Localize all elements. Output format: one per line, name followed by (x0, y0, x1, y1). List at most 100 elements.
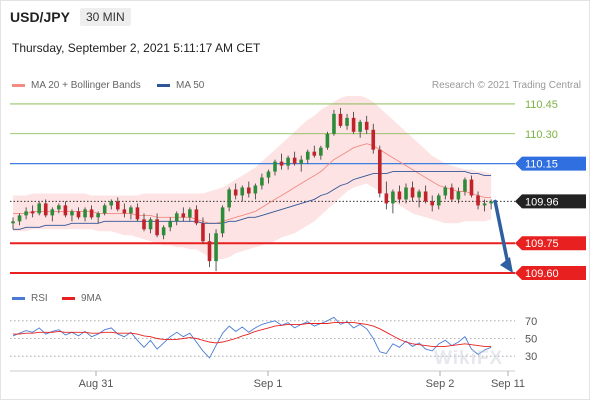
legend-swatch-rsi (12, 297, 25, 300)
candle-body-65 (436, 195, 441, 206)
candle-body-20 (142, 219, 146, 230)
time-tick-label-1: Sep 1 (254, 378, 283, 390)
watermark-logo: WikiFX (434, 348, 504, 369)
time-tick-label-3: Sep 11 (491, 378, 525, 390)
candle-body-5 (43, 203, 48, 216)
candle-body-16 (116, 201, 120, 210)
candle-body-19 (135, 207, 140, 220)
candle-body-62 (417, 191, 421, 198)
candle-body-47 (319, 147, 323, 156)
candle-body-27 (188, 209, 192, 218)
candle-body-31 (214, 233, 218, 262)
candle-body-36 (247, 187, 251, 194)
candle-body-33 (227, 189, 231, 208)
candle-body-59 (397, 191, 402, 200)
candle-body-8 (63, 205, 68, 216)
legend-label-ma50: MA 50 (176, 80, 205, 91)
candle-body-63 (423, 191, 428, 202)
candle-body-56 (378, 149, 382, 194)
time-tick-label-0: Aug 31 (79, 378, 114, 390)
level-label-box-3 (515, 194, 586, 209)
candle-body-71 (476, 195, 480, 206)
rsi-series-rsi (12, 316, 492, 359)
candle-body-26 (181, 213, 186, 218)
level-label-box-4 (515, 236, 586, 251)
time-tick-label-2: Sep 2 (426, 378, 455, 390)
candle-body-23 (161, 227, 166, 236)
candle-body-15 (109, 201, 114, 206)
legend-rsi: RSI (12, 293, 48, 304)
candle-body-41 (279, 161, 284, 166)
level-label-0: 110.45 (525, 99, 558, 111)
candle-body-37 (253, 185, 258, 194)
level-label-box-2 (515, 156, 586, 171)
candle-body-49 (332, 113, 336, 134)
timestamp: Thursday, September 2, 2021 5:11:17 AM C… (12, 41, 261, 55)
forecast-arrow-shaft (493, 199, 510, 266)
legend-swatch-ma20 (12, 84, 25, 87)
level-label-3: 109.96 (525, 196, 559, 208)
candle-body-13 (96, 213, 100, 218)
candle-body-43 (292, 157, 297, 164)
level-label-2: 110.15 (525, 159, 558, 171)
candle-body-52 (351, 117, 356, 132)
candle-body-21 (148, 219, 153, 230)
timeframe-button[interactable]: 30 MIN (80, 8, 131, 26)
candle-body-30 (207, 241, 212, 262)
legend-label-9ma: 9MA (81, 293, 102, 304)
candle-body-0 (11, 221, 15, 224)
candle-body-58 (391, 191, 395, 204)
level-label-1: 110.30 (525, 129, 558, 141)
candle-body-54 (364, 121, 369, 130)
candle-body-24 (168, 221, 172, 228)
candle-body-73 (489, 201, 493, 204)
candle-body-14 (102, 205, 107, 214)
legend-ma50: MA 50 (157, 80, 204, 91)
forecast-arrow-head (500, 257, 513, 274)
candle-body-3 (30, 211, 35, 214)
candle-body-4 (37, 203, 41, 214)
candle-body-55 (371, 129, 376, 150)
candle-body-48 (325, 133, 330, 148)
candle-body-18 (129, 207, 133, 214)
candle-body-10 (76, 211, 81, 218)
candle-body-61 (410, 187, 415, 198)
credit-text: Research © 2021 Trading Central (431, 80, 581, 91)
rsi-tick-label-2: 30 (525, 351, 537, 363)
candle-body-39 (266, 171, 271, 178)
candle-body-64 (430, 201, 434, 206)
candle-body-45 (305, 151, 310, 160)
candle-body-67 (450, 187, 454, 200)
candle-body-57 (384, 193, 389, 204)
candle-body-32 (220, 207, 225, 234)
candle-body-69 (463, 179, 467, 192)
candle-body-35 (240, 187, 245, 196)
candle-body-29 (201, 223, 205, 242)
candle-body-51 (345, 117, 349, 126)
level-label-box-5 (515, 266, 586, 281)
rsi-tick-label-0: 70 (525, 316, 537, 328)
candle-body-12 (89, 209, 94, 218)
candle-body-68 (456, 191, 461, 200)
bollinger-band (13, 96, 492, 260)
candle-body-42 (286, 157, 290, 166)
candle-body-34 (233, 189, 238, 196)
level-label-5: 109.60 (525, 268, 559, 280)
legend-swatch-9ma (62, 297, 75, 300)
candle-body-17 (122, 209, 127, 214)
candle-body-40 (273, 161, 277, 172)
candle-body-22 (155, 219, 159, 236)
legend-bollinger: MA 20 + Bollinger Bands (12, 80, 141, 91)
candle-body-6 (50, 209, 55, 216)
legend-label-ma20: MA 20 + Bollinger Bands (31, 80, 141, 91)
candle-body-7 (57, 205, 61, 210)
level-label-4: 109.75 (525, 238, 559, 250)
candle-body-50 (338, 113, 343, 126)
candle-body-53 (358, 121, 362, 132)
ma50-line (13, 171, 492, 230)
rsi-tick-label-1: 50 (525, 334, 537, 346)
candle-body-66 (443, 187, 448, 196)
candle-body-38 (260, 177, 264, 186)
legend-swatch-ma50 (157, 84, 170, 87)
legend-9ma: 9MA (62, 293, 102, 304)
